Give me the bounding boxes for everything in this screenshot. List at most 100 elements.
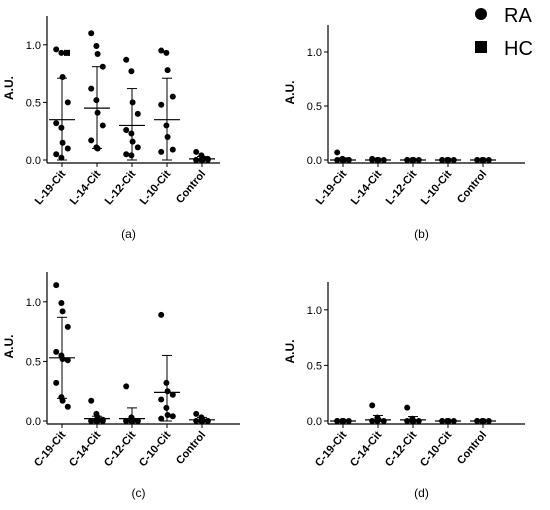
ra-data-point: [134, 418, 141, 424]
ra-data-point: [88, 418, 95, 424]
category-label: C-12-Cit: [383, 429, 420, 469]
category-label: Control: [455, 168, 489, 206]
ra-data-point: [193, 148, 200, 155]
y-tick-label: 1.0: [26, 297, 41, 309]
panel-label: (a): [121, 227, 136, 241]
ra-data-point: [59, 308, 66, 315]
ra-data-point: [58, 124, 65, 131]
ra-data-point: [129, 99, 136, 106]
hc-data-point: [64, 49, 70, 56]
category-label: C-14-Cit: [348, 429, 385, 469]
category-label: Control: [455, 429, 489, 467]
legend-hc-marker: [475, 41, 487, 53]
ra-data-point: [64, 357, 71, 364]
ra-data-point: [64, 145, 71, 152]
ra-data-point: [164, 388, 171, 395]
ra-data-point: [93, 42, 100, 49]
panel-a: 0.0 0.5 1.0 A.U. L-19-Cit L-14-Cit L-12-Cit L-1…: [2, 16, 220, 241]
category-label: C-12-Cit: [102, 429, 139, 469]
ra-data-point: [99, 418, 106, 424]
ra-data-point: [88, 30, 95, 37]
category-label: C-19-Cit: [313, 429, 350, 469]
ra-data-point: [163, 49, 170, 56]
category-label: L-12-Cit: [384, 168, 420, 207]
y-tick-label: 0.0: [307, 155, 322, 167]
ra-data-point: [94, 109, 101, 116]
y-axis-label: A.U.: [2, 335, 16, 359]
panel-label: (d): [414, 486, 429, 500]
ra-data-point: [53, 46, 60, 53]
ra-data-point: [53, 282, 60, 289]
y-axis-label: A.U.: [2, 76, 16, 100]
y-axis-label: A.U.: [283, 81, 297, 105]
ra-data-point: [158, 311, 165, 318]
ra-data-point: [64, 99, 71, 106]
panel-label: (b): [414, 227, 429, 241]
y-tick-label: 1.0: [307, 305, 322, 317]
ra-data-point: [99, 122, 106, 129]
legend-ra-label: RA: [504, 5, 532, 27]
category-label: L-14-Cit: [68, 168, 104, 207]
ra-data-point: [134, 110, 141, 117]
ra-data-point: [128, 130, 135, 137]
y-tick-label: 0.5: [26, 356, 41, 368]
category-label: Control: [174, 168, 208, 206]
ra-data-point: [59, 397, 66, 404]
ra-data-point: [158, 148, 165, 155]
ra-data-point: [158, 415, 165, 422]
ra-data-point: [59, 356, 66, 363]
y-tick-label: 0.5: [26, 97, 41, 109]
category-label: Control: [174, 429, 208, 467]
legend-ra-marker: [475, 8, 487, 20]
ra-data-point: [53, 120, 60, 127]
ra-data-point: [58, 154, 65, 161]
ra-data-point: [169, 413, 176, 420]
legend-hc-label: HC: [504, 38, 533, 60]
ra-data-point: [128, 68, 135, 75]
ra-data-point: [123, 383, 130, 390]
ra-data-point: [128, 152, 135, 159]
ra-data-point: [164, 133, 171, 140]
y-tick-label: 0.0: [307, 416, 322, 428]
ra-data-point: [88, 85, 95, 92]
category-label: L-10-Cit: [419, 168, 455, 207]
ra-data-point: [93, 97, 100, 104]
ra-data-point: [99, 63, 106, 70]
panel-d: 0.0 0.5 1.0 A.U. C-19-CitC-14-CitC-12-CitC-1…: [283, 282, 525, 500]
y-tick-label: 0.0: [26, 155, 41, 167]
ra-data-point: [64, 323, 71, 330]
category-label: L-19-Cit: [33, 168, 69, 207]
ra-data-point: [53, 348, 60, 355]
ra-data-point: [129, 138, 136, 145]
ra-data-point: [88, 137, 95, 144]
ra-data-point: [123, 127, 130, 134]
ra-data-point: [58, 299, 65, 306]
y-tick-label: 1.0: [26, 40, 41, 52]
y-tick-label: 0.5: [307, 360, 322, 372]
ra-data-point: [123, 418, 130, 424]
ra-data-point: [134, 144, 141, 151]
ra-data-point: [158, 101, 165, 108]
panel-label: (c): [132, 486, 146, 500]
y-tick-label: 0.5: [307, 101, 322, 113]
category-label: L-10-Cit: [138, 168, 174, 207]
ra-data-point: [334, 149, 341, 156]
ra-data-point: [163, 379, 170, 386]
ra-data-point: [163, 404, 170, 411]
category-label: C-14-Cit: [67, 429, 104, 469]
y-tick-label: 1.0: [307, 47, 322, 59]
ra-data-point: [64, 403, 71, 410]
category-label: C-10-Cit: [418, 429, 455, 469]
ra-data-point: [169, 93, 176, 100]
ra-data-point: [59, 139, 66, 146]
ra-data-point: [164, 67, 171, 74]
ra-data-point: [163, 122, 170, 129]
ra-data-point: [169, 146, 176, 153]
ra-data-point: [123, 151, 130, 158]
ra-data-point: [53, 379, 60, 386]
ra-data-point: [193, 410, 200, 417]
ra-data-point: [158, 47, 165, 54]
y-axis-label: A.U.: [283, 340, 297, 364]
ra-data-point: [94, 51, 101, 58]
